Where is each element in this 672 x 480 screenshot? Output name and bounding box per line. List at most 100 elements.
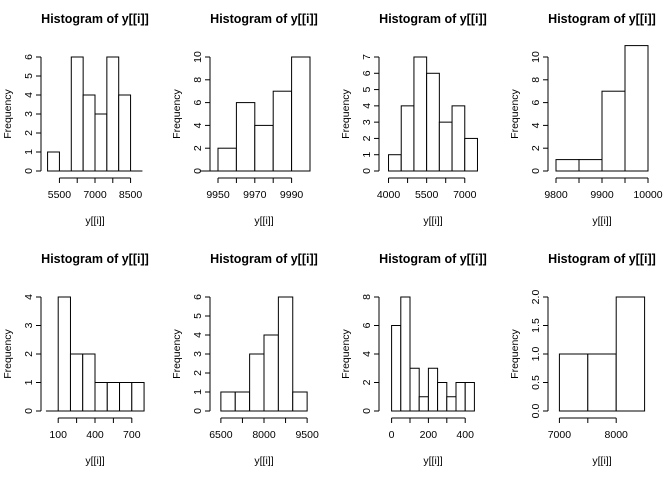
x-tick-label: 8500 (119, 189, 143, 201)
x-axis-label: y[[i]] (85, 455, 104, 467)
y-tick-label: 0 (192, 408, 204, 414)
histogram-bar (615, 296, 646, 412)
x-tick-label: 7000 (548, 429, 572, 441)
x-axis-label: y[[i]] (592, 455, 611, 467)
panel-title: Histogram of y[[i]] (548, 12, 656, 26)
panel-title: Histogram of y[[i]] (41, 12, 149, 26)
x-tick-label: 400 (86, 429, 104, 441)
x-tick-label: 5500 (415, 189, 439, 201)
histogram-bar (69, 353, 84, 412)
y-tick-label: 6 (361, 70, 373, 76)
histogram-bar (451, 105, 466, 172)
panel-title: Histogram of y[[i]] (210, 12, 318, 26)
x-tick-label: 9950 (206, 189, 230, 201)
x-axis: 100 400 700 (49, 417, 141, 441)
y-tick-label: 10 (530, 51, 542, 63)
x-tick-label: 9900 (590, 189, 614, 201)
histogram-panel-8: Histogram of y[[i]] 0.0 0.5 1.0 1.5 2.0 Freque… (509, 252, 656, 467)
histogram-bar (587, 353, 617, 412)
panel-title: Histogram of y[[i]] (41, 252, 149, 266)
y-tick-label: 1.0 (530, 347, 542, 362)
y-tick-label: 0 (23, 408, 35, 414)
histogram-bar (263, 334, 279, 412)
y-tick-label: 8 (530, 77, 542, 83)
y-tick-label: 1 (361, 152, 373, 158)
y-tick-label: 6 (192, 100, 204, 106)
y-tick-label: 1 (23, 149, 35, 155)
histogram-bar (578, 159, 603, 172)
x-tick-label: 700 (123, 429, 141, 441)
y-tick-label: 2 (23, 130, 35, 136)
histogram-bar (464, 137, 478, 172)
panel-title: Histogram of y[[i]] (210, 252, 318, 266)
y-tick-label: 2.0 (530, 290, 542, 305)
y-tick-label: 7 (361, 54, 373, 60)
histogram-bar (254, 124, 274, 172)
y-tick-label: 4 (361, 351, 373, 357)
histogram-bar (82, 94, 96, 172)
histogram-bar (82, 353, 96, 412)
y-axis: 0 1 2 3 4 5 6 (192, 294, 211, 414)
histogram-bar (624, 45, 649, 172)
x-axis: 9950 9970 9990 (206, 177, 304, 201)
histogram-bar (217, 147, 237, 172)
histogram-bar (249, 353, 265, 412)
y-tick-label: 2 (530, 145, 542, 151)
histogram-bar (220, 391, 236, 412)
y-tick-label: 6 (23, 54, 35, 60)
x-tick-label: 9500 (295, 429, 319, 441)
y-tick-label: 1.5 (530, 318, 542, 333)
histogram-bar (427, 367, 439, 412)
x-axis: 7000 8000 (548, 417, 628, 441)
x-axis-label: y[[i]] (254, 215, 273, 227)
y-axis-label: Frequency (509, 328, 521, 378)
y-axis: 0 1 2 3 4 (23, 294, 42, 414)
histogram-bar (409, 367, 420, 412)
x-axis: 4000 5500 7000 (377, 177, 477, 201)
x-axis: 5500 7000 8500 (48, 177, 143, 201)
histogram-bar (601, 90, 626, 172)
y-tick-label: 2 (192, 145, 204, 151)
y-axis-label: Frequency (340, 88, 352, 138)
y-tick-label: 0.5 (530, 375, 542, 390)
histogram-panel-5: Histogram of y[[i]] 0 1 2 3 4 Frequency 100 400 7… (2, 252, 149, 467)
panel-title: Histogram of y[[i]] (548, 252, 656, 266)
y-tick-label: 4 (192, 332, 204, 338)
y-tick-label: 4 (23, 294, 35, 300)
y-axis-label: Frequency (2, 88, 14, 138)
y-tick-label: 3 (192, 351, 204, 357)
x-tick-label: 9970 (243, 189, 267, 201)
x-axis-label: y[[i]] (423, 455, 442, 467)
y-axis: 0 1 2 3 4 5 6 7 (361, 54, 380, 174)
histogram-bar (292, 391, 308, 412)
y-axis: 0 2 4 6 8 10 (530, 51, 549, 174)
y-axis-label: Frequency (340, 328, 352, 378)
y-tick-label: 2 (23, 351, 35, 357)
x-tick-label: 7000 (453, 189, 477, 201)
x-axis-label: y[[i]] (254, 455, 273, 467)
x-tick-label: 9800 (544, 189, 568, 201)
y-tick-label: 1 (23, 379, 35, 385)
histogram-bar (131, 382, 145, 412)
histogram-bar (106, 382, 121, 412)
histogram-bar (418, 396, 429, 412)
histogram-panel-1: Histogram of y[[i]] 0 1 2 3 4 5 6 Frequency 5500 7… (2, 12, 149, 227)
histogram-bar (94, 113, 108, 172)
y-tick-label: 0 (192, 168, 204, 174)
x-tick-label: 9990 (280, 189, 304, 201)
histogram-bar (400, 296, 411, 412)
y-tick-label: 2 (192, 370, 204, 376)
y-tick-label: 8 (192, 77, 204, 83)
histogram-bar (455, 382, 466, 412)
y-tick-label: 2 (361, 135, 373, 141)
histogram-panel-6: Histogram of y[[i]] 0 1 2 3 4 5 6 Frequency 6500 8… (171, 252, 319, 467)
histogram-bar (291, 56, 311, 172)
x-tick-label: 100 (49, 429, 67, 441)
y-tick-label: 4 (192, 122, 204, 128)
y-tick-label: 4 (361, 103, 373, 109)
y-tick-label: 3 (23, 322, 35, 328)
histogram-bar (277, 296, 294, 412)
histogram-bar (272, 90, 293, 172)
